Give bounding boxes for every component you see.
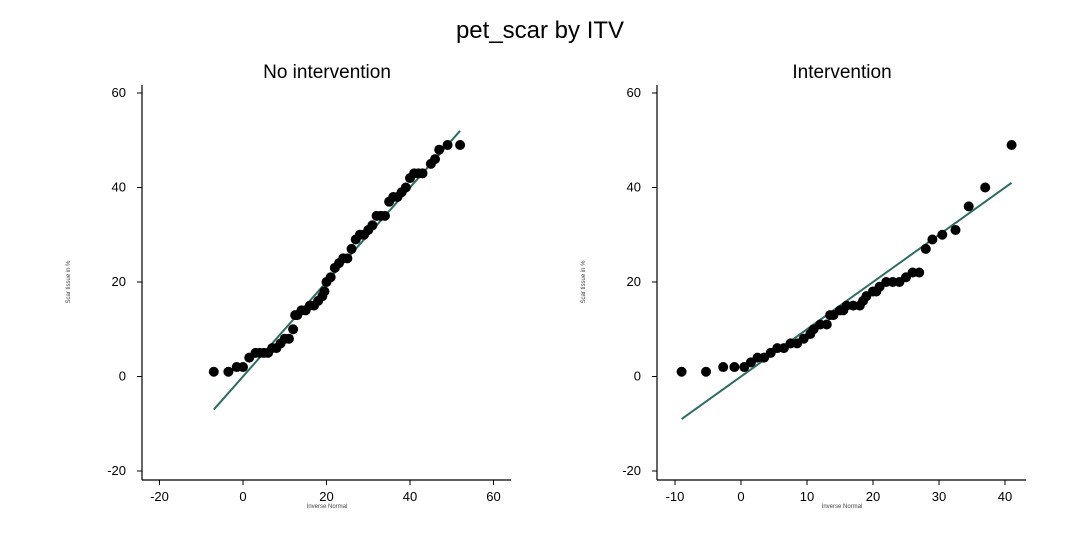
data-point-no-intervention <box>434 144 445 155</box>
y-tick-label-intervention: -20 <box>622 463 641 478</box>
data-point-no-intervention <box>283 333 294 344</box>
x-tick-label-no-intervention: 60 <box>486 489 500 504</box>
y-tick-label-intervention: 20 <box>627 274 641 289</box>
y-axis-title-intervention: Scar tissue in % <box>581 260 587 304</box>
data-point-no-intervention <box>430 154 441 165</box>
data-point-intervention <box>701 366 712 377</box>
x-tick-label-no-intervention: 40 <box>403 489 417 504</box>
x-tick-label-intervention: 30 <box>932 489 946 504</box>
data-point-intervention <box>937 229 948 240</box>
data-point-no-intervention <box>346 243 357 254</box>
data-point-no-intervention <box>208 366 219 377</box>
panel-title-intervention: Intervention <box>792 62 891 83</box>
data-point-intervention <box>718 362 729 373</box>
y-tick-label-intervention: 40 <box>627 180 641 195</box>
panel-title-no-intervention: No intervention <box>263 62 391 83</box>
data-point-no-intervention <box>400 182 411 193</box>
y-tick-label-no-intervention: 0 <box>119 369 126 384</box>
x-tick-label-intervention: 20 <box>866 489 880 504</box>
x-axis-title-no-intervention: Inverse Normal <box>307 504 348 510</box>
y-tick-label-intervention: 60 <box>627 85 641 100</box>
data-point-intervention <box>950 225 961 236</box>
figure-title: pet_scar by ITV <box>456 17 624 44</box>
panel-intervention: Intervention Scar tissue in % Inverse No… <box>581 62 1026 510</box>
data-point-no-intervention <box>367 220 378 231</box>
data-point-intervention <box>821 319 832 330</box>
data-point-no-intervention <box>379 210 390 221</box>
data-point-intervention <box>729 362 740 373</box>
y-tick-label-no-intervention: 60 <box>112 85 126 100</box>
data-point-intervention <box>920 243 931 254</box>
x-tick-label-intervention: -10 <box>666 489 685 504</box>
data-point-intervention <box>676 366 687 377</box>
data-point-no-intervention <box>325 272 336 283</box>
x-tick-label-no-intervention: 0 <box>239 489 246 504</box>
y-tick-label-intervention: 0 <box>634 369 641 384</box>
y-tick-label-no-intervention: -20 <box>107 463 126 478</box>
data-point-no-intervention <box>455 139 466 150</box>
x-tick-label-intervention: 40 <box>998 489 1012 504</box>
x-tick-label-no-intervention: 20 <box>319 489 333 504</box>
data-point-no-intervention <box>442 139 453 150</box>
panel-no-intervention: No intervention Scar tissue in % Inverse… <box>66 62 511 510</box>
y-axis-title-no-intervention: Scar tissue in % <box>66 260 72 304</box>
data-point-no-intervention <box>417 168 428 179</box>
data-point-no-intervention <box>238 362 248 373</box>
data-point-intervention <box>1006 139 1017 150</box>
data-point-no-intervention <box>342 253 353 264</box>
x-axis-title-intervention: Inverse Normal <box>822 504 863 510</box>
data-point-no-intervention <box>288 324 299 335</box>
data-point-intervention <box>927 234 938 245</box>
x-tick-label-no-intervention: -20 <box>150 489 169 504</box>
x-tick-label-intervention: 10 <box>800 489 814 504</box>
data-point-no-intervention <box>319 286 330 297</box>
data-point-no-intervention <box>223 366 234 377</box>
data-point-intervention <box>963 201 974 212</box>
y-tick-label-no-intervention: 40 <box>112 180 126 195</box>
y-tick-label-no-intervention: 20 <box>112 274 126 289</box>
data-point-intervention <box>980 182 991 193</box>
x-tick-label-intervention: 0 <box>737 489 744 504</box>
data-point-intervention <box>914 267 925 278</box>
